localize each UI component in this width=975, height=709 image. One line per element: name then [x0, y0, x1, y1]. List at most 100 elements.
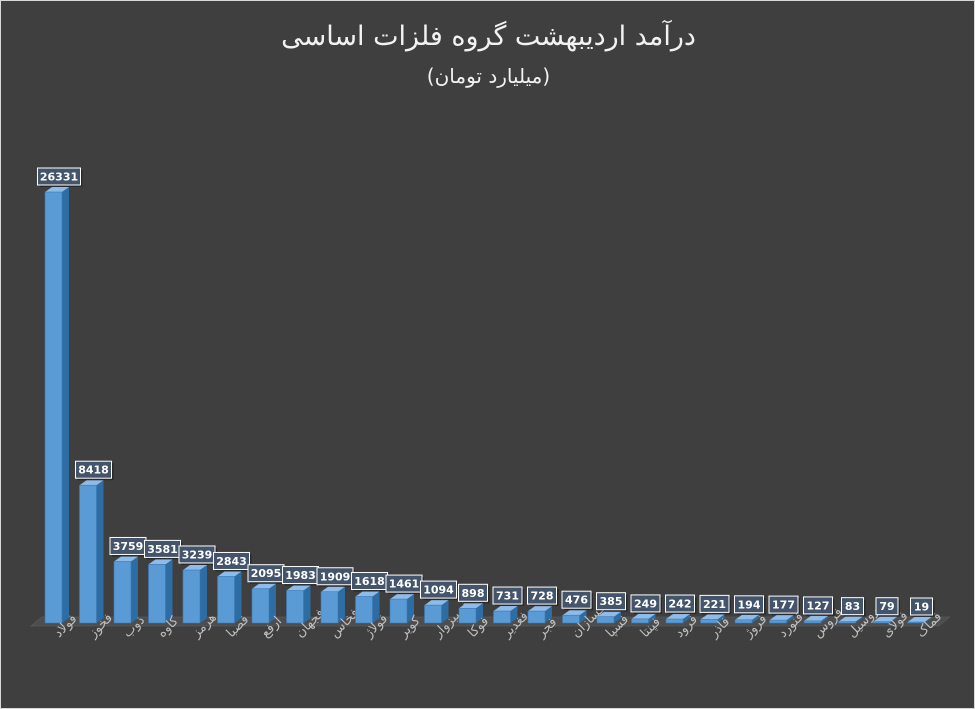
bar-top-24	[873, 616, 897, 622]
bar-top-18	[666, 614, 690, 620]
data-label-box-11	[420, 580, 457, 599]
chart-title: درآمد اردیبهشت گروه فلزات اساسی	[281, 21, 696, 52]
bar-side-15	[579, 610, 587, 623]
bar-side-1	[96, 480, 104, 623]
bar-side-10	[407, 594, 414, 623]
data-label-0: 26331	[40, 171, 78, 184]
bar-22	[803, 620, 822, 624]
bar-side-7	[303, 585, 311, 623]
bar-top-12	[459, 603, 483, 609]
bar-side-22	[821, 615, 828, 623]
bar-side-4	[200, 564, 207, 623]
bar-19	[700, 619, 718, 624]
data-label-12: 898	[462, 587, 485, 600]
data-label-box-22	[803, 596, 833, 615]
data-label-19: 221	[703, 598, 726, 611]
data-label-box-23	[841, 597, 864, 616]
bar-side-20	[752, 614, 759, 623]
bar-side-8	[338, 586, 345, 623]
bar-15	[562, 614, 580, 624]
bar-side-0	[62, 187, 69, 623]
data-label-box-20	[734, 595, 764, 614]
bar-top-21	[769, 615, 794, 621]
data-label-8: 1909	[320, 570, 351, 583]
bar-side-21	[786, 615, 794, 623]
data-label-18: 242	[669, 598, 692, 611]
data-label-20: 194	[738, 598, 761, 611]
bar-12	[458, 608, 477, 624]
data-label-1: 8418	[78, 464, 109, 477]
bar-10	[389, 598, 408, 624]
bar-11	[424, 604, 442, 624]
data-label-22: 127	[807, 599, 830, 612]
data-label-box-15	[561, 590, 592, 609]
data-label-9: 1618	[354, 575, 385, 588]
data-label-15: 476	[565, 594, 588, 607]
data-label-16: 385	[600, 595, 623, 608]
data-label-box-1	[75, 460, 112, 479]
bar-top-23	[838, 616, 863, 622]
bar-top-0	[45, 187, 69, 192]
data-label-6: 2095	[251, 567, 282, 580]
bar-side-9	[372, 591, 380, 623]
bar-13	[493, 610, 511, 624]
data-label-box-5	[213, 551, 250, 570]
bar-top-11	[424, 600, 449, 606]
bar-top-5	[217, 571, 242, 577]
bar-top-6	[252, 583, 276, 589]
data-label-14: 728	[531, 590, 554, 603]
data-label-2: 3759	[113, 540, 144, 553]
bar-side-19	[717, 614, 725, 623]
data-label-box-19	[699, 594, 730, 613]
bar-18	[665, 618, 684, 624]
data-label-box-14	[527, 586, 557, 605]
data-label-13: 731	[496, 590, 519, 603]
bar-23	[838, 621, 856, 624]
data-label-11: 1094	[423, 584, 454, 597]
bar-top-8	[321, 586, 345, 592]
bar-side-5	[234, 571, 242, 623]
bar-7	[286, 590, 304, 624]
bar-16	[596, 616, 615, 624]
bar-5	[217, 576, 235, 624]
bar-side-6	[269, 583, 276, 623]
data-label-box-17	[630, 594, 661, 613]
bar-20	[734, 619, 753, 624]
data-label-21: 177	[772, 599, 795, 612]
bar-side-25	[924, 617, 932, 623]
bar-top-20	[735, 614, 759, 620]
bar-top-14	[528, 606, 552, 612]
bar-1	[79, 484, 97, 624]
bar-side-14	[545, 606, 552, 623]
bar-side-16	[614, 611, 621, 623]
bar-14	[527, 610, 546, 624]
bar-9	[355, 596, 373, 624]
data-label-17: 249	[634, 597, 657, 610]
bar-side-2	[131, 556, 138, 623]
bar-0	[44, 191, 63, 624]
data-label-box-0	[37, 167, 81, 186]
bar-top-22	[804, 615, 828, 621]
data-label-box-16	[596, 592, 626, 611]
bar-side-3	[165, 559, 173, 623]
data-label-box-21	[768, 595, 799, 614]
bar-24	[872, 621, 891, 624]
data-label-24: 79	[879, 600, 894, 613]
data-label-10: 1461	[389, 578, 420, 591]
data-label-25: 19	[914, 601, 929, 614]
bar-25	[907, 621, 925, 624]
bar-top-1	[79, 480, 104, 486]
bar-top-19	[700, 614, 725, 620]
bar-top-3	[148, 559, 173, 565]
data-label-box-25	[910, 597, 933, 616]
bar-top-4	[183, 564, 207, 570]
bar-top-25	[907, 617, 932, 622]
bar-side-23	[855, 616, 863, 623]
bar-top-9	[355, 591, 380, 597]
bar-top-7	[286, 585, 311, 591]
bar-top-16	[597, 611, 621, 617]
data-label-5: 2843	[216, 555, 247, 568]
bar-side-17	[648, 613, 656, 623]
data-label-7: 1983	[285, 569, 316, 582]
